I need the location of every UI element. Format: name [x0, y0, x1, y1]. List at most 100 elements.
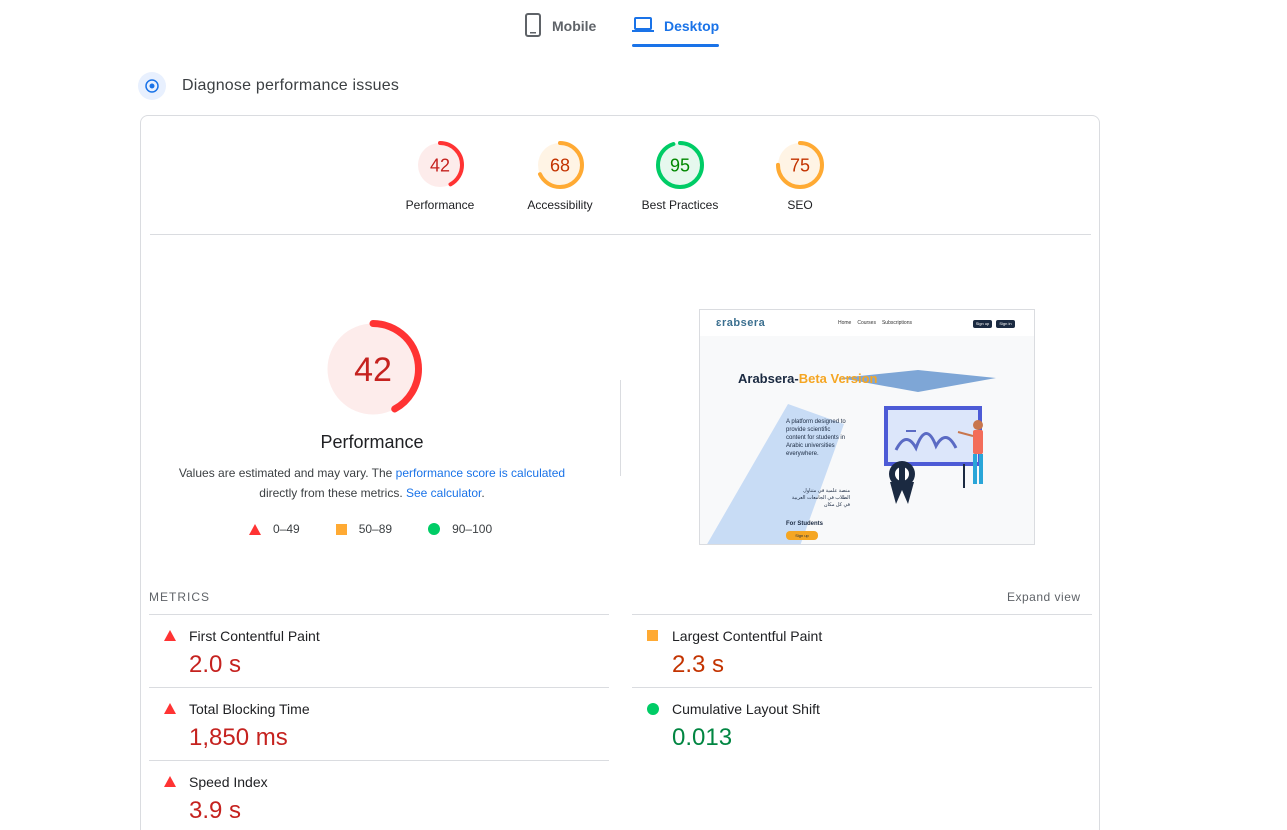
screenshot-signup-btn: Sign up [973, 320, 992, 328]
gauge-arc [776, 141, 824, 189]
legend-average: 50–89 [335, 522, 393, 536]
category-scores: 42 Performance 68 Accessibility 95 Best … [141, 140, 1099, 236]
gauge-ring: 42 [416, 141, 464, 189]
performance-note: Values are estimated and may vary. The p… [171, 463, 573, 503]
screenshot-illustration [707, 370, 996, 544]
triangle-icon [164, 703, 176, 714]
legend-pass: 90–100 [428, 522, 492, 536]
metric-label: Cumulative Layout Shift [672, 701, 820, 717]
device-tabs: Mobile Desktop [0, 0, 1287, 48]
screenshot-signin-btn: Sign in [996, 320, 1015, 328]
gauge-arc [656, 141, 704, 189]
screenshot-title: Arabsera-Beta Version [738, 371, 877, 386]
metric-label: First Contentful Paint [189, 628, 320, 644]
gauge-best-practices[interactable]: 95 Best Practices [620, 140, 740, 212]
square-icon [335, 523, 347, 535]
tab-mobile[interactable]: Mobile [524, 8, 596, 44]
metric-si: Speed Index 3.9 s [149, 760, 609, 830]
metric-value: 3.9 s [189, 797, 242, 824]
metric-value: 0.013 [672, 724, 733, 751]
circle-icon [428, 523, 441, 535]
triangle-icon [164, 630, 176, 641]
metric-tbt: Total Blocking Time 1,850 ms [149, 687, 609, 760]
score-legend: 0–49 50–89 90–100 [249, 522, 528, 536]
gauge-seo[interactable]: 75 SEO [740, 140, 860, 212]
gauge-label: Performance [405, 198, 475, 212]
screenshot-for-students: For Students [786, 521, 823, 527]
vertical-divider [620, 380, 621, 476]
screenshot-nav-link: Subscriptions [881, 320, 912, 326]
legend-fail: 0–49 [249, 522, 300, 536]
gauge-background [418, 143, 462, 187]
gauge-background [327, 323, 419, 415]
gauge-label: SEO [787, 198, 813, 212]
gauge-ring: 75 [776, 141, 824, 189]
gauge-arc [536, 141, 584, 189]
screenshot-nav-link: Courses [857, 320, 876, 326]
metric-value: 2.3 s [672, 651, 725, 678]
phone-icon [524, 12, 542, 40]
screenshot-title-beta: Beta Version [798, 371, 878, 386]
laptop-icon [632, 16, 654, 36]
legend-range: 90–100 [452, 522, 493, 536]
note-text: Values are estimated and may vary. The [178, 466, 396, 480]
screenshot-title-main: Arabsera- [738, 371, 799, 386]
gauge-score: 75 [790, 155, 810, 175]
diagnose-icon [138, 72, 166, 100]
metrics-heading: METRICS [149, 590, 210, 604]
screenshot-navbar: ɛrabsera Home Courses Subscriptions Sign u… [700, 310, 1034, 336]
performance-gauge-large: 42 [324, 320, 422, 418]
gauge-score: 68 [550, 155, 570, 175]
metric-label: Total Blocking Time [189, 701, 310, 717]
gauge-ring: 95 [656, 141, 704, 189]
tab-mobile-label: Mobile [552, 18, 597, 34]
gauge-score: 42 [354, 351, 392, 389]
legend-range: 50–89 [358, 522, 393, 536]
gauge-background [538, 143, 582, 187]
final-screenshot[interactable]: ɛrabsera Home Courses Subscriptions Sign u… [699, 309, 1035, 545]
square-icon [647, 630, 658, 641]
gauge-ring: 68 [536, 141, 584, 189]
metric-value: 2.0 s [189, 651, 242, 678]
gauge-arc [324, 320, 422, 418]
diagnose-title: Diagnose performance issues [182, 77, 400, 94]
divider [150, 234, 1091, 235]
performance-label: Performance [320, 432, 424, 452]
report-card: 42 Performance 68 Accessibility 95 Best … [140, 115, 1100, 830]
screenshot-nav-link: Home [838, 320, 852, 326]
diagnose-header: Diagnose performance issues [138, 72, 399, 100]
gauge-background [778, 143, 822, 187]
tab-desktop-label: Desktop [664, 18, 720, 34]
metric-value: 1,850 ms [189, 724, 288, 751]
gauge-label: Accessibility [527, 198, 593, 212]
triangle-icon [249, 523, 261, 535]
metrics-column-left: First Contentful Paint 2.0 s Total Block… [149, 614, 609, 830]
expand-view-button[interactable]: Expand view [1007, 590, 1081, 604]
screenshot-arabic-text: منصة علمية في متناول الطلاب في الجامعات … [791, 488, 850, 508]
note-text: directly from these metrics. [259, 486, 406, 500]
gauge-performance[interactable]: 42 Performance [380, 140, 500, 212]
metric-label: Speed Index [189, 774, 268, 790]
gauge-score: 42 [430, 155, 450, 175]
gauge-arc [416, 141, 464, 189]
tab-desktop[interactable]: Desktop [632, 8, 720, 47]
metric-lcp: Largest Contentful Paint 2.3 s [632, 614, 1092, 687]
gauge-accessibility[interactable]: 68 Accessibility [500, 140, 620, 212]
metric-cls: Cumulative Layout Shift 0.013 [632, 687, 1092, 760]
screenshot-description: A platform designed to provide scientifi… [786, 419, 846, 457]
gauge-score: 95 [670, 155, 690, 175]
screenshot-logo: ɛrabsera [716, 317, 766, 329]
circle-icon [647, 703, 659, 715]
screenshot-nav-links: Home Courses Subscriptions [838, 320, 918, 326]
metrics-column-right: Largest Contentful Paint 2.3 s Cumulativ… [632, 614, 1092, 760]
metric-fcp: First Contentful Paint 2.0 s [149, 614, 609, 687]
gauge-label: Best Practices [641, 198, 719, 212]
gauge-background [658, 143, 702, 187]
metric-label: Largest Contentful Paint [672, 628, 823, 644]
score-calculated-link[interactable]: performance score is calculated [395, 466, 566, 480]
see-calculator-link[interactable]: See calculator [405, 486, 482, 500]
screenshot-signup-cta: Sign up [786, 531, 818, 540]
note-text: . [481, 486, 485, 500]
triangle-icon [164, 776, 176, 787]
legend-range: 0–49 [273, 522, 300, 536]
